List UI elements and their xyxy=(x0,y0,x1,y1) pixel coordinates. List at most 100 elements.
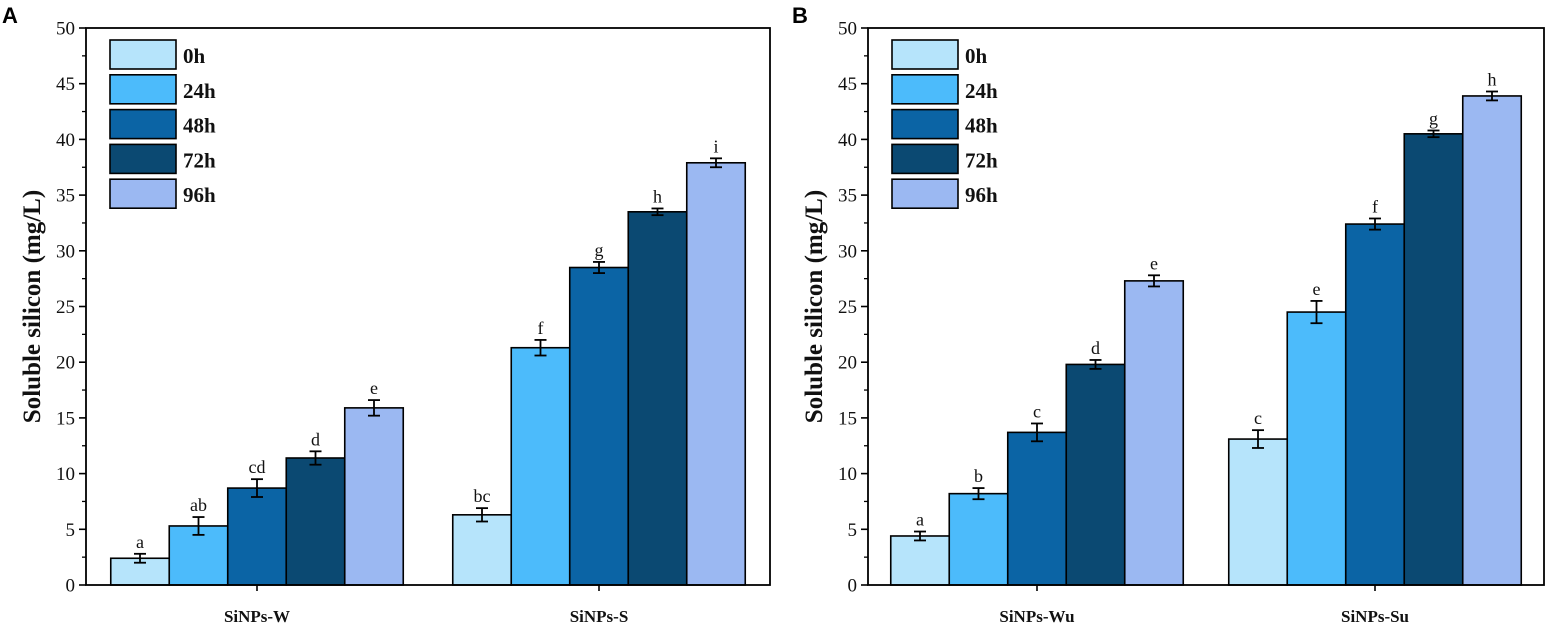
significance-letter: ab xyxy=(190,495,207,515)
legend-label: 24h xyxy=(183,79,216,103)
error-bar xyxy=(134,552,146,564)
legend-swatch xyxy=(891,39,959,70)
bar xyxy=(226,487,288,586)
error-bar xyxy=(534,339,547,357)
error-bar xyxy=(192,516,205,536)
legend-label: 24h xyxy=(965,79,998,103)
legend-swatch xyxy=(109,143,177,175)
significance-letter: g xyxy=(1429,108,1438,128)
y-tick-label: 10 xyxy=(56,464,75,485)
legend-swatch xyxy=(891,74,959,105)
legend: 0h 24h 48h 72h 96h xyxy=(109,39,216,209)
significance-letter: e xyxy=(370,378,378,398)
y-tick-label: 40 xyxy=(56,130,75,151)
y-tick-label: 50 xyxy=(56,19,75,40)
legend-swatch xyxy=(109,108,177,140)
significance-letter: e xyxy=(1150,253,1158,273)
significance-letter: c xyxy=(1033,401,1041,421)
error-bar xyxy=(1486,90,1498,102)
error-bar xyxy=(1427,129,1440,139)
bar xyxy=(1006,431,1068,586)
y-tick-label: 45 xyxy=(838,74,857,95)
x-tick-label: SiNPs-Wu xyxy=(999,607,1074,626)
error-bar xyxy=(1089,359,1102,370)
y-tick-label: 25 xyxy=(838,297,857,318)
y-tick-label: 20 xyxy=(838,353,857,374)
y-tick-label: 5 xyxy=(848,520,858,541)
error-bar xyxy=(309,450,322,466)
error-bar xyxy=(251,478,263,498)
bar xyxy=(627,211,688,586)
legend-swatch xyxy=(891,108,959,140)
significance-letter: a xyxy=(916,510,924,530)
bar xyxy=(1286,311,1347,586)
significance-letter: bc xyxy=(474,486,491,506)
error-bar xyxy=(476,507,488,523)
error-bar xyxy=(1031,422,1043,443)
significance-letter: d xyxy=(311,429,320,449)
plot-frame xyxy=(867,27,1545,586)
plot-frame xyxy=(85,27,771,586)
error-bar xyxy=(972,487,985,501)
significance-letter: a xyxy=(136,532,144,552)
y-tick-label: 45 xyxy=(56,74,75,95)
legend-label: 96h xyxy=(965,183,998,207)
legend-label: 72h xyxy=(965,148,998,172)
bar xyxy=(1227,438,1289,586)
legend-swatch xyxy=(109,39,177,70)
legend-label: 48h xyxy=(183,114,216,138)
y-tick-label: 15 xyxy=(838,408,857,429)
error-bar xyxy=(1369,217,1381,231)
significance-letter: cd xyxy=(249,457,266,477)
significance-letter: b xyxy=(974,466,983,486)
y-tick-label: 15 xyxy=(56,408,75,429)
significance-letter: c xyxy=(1254,408,1262,428)
legend-label: 48h xyxy=(965,114,998,138)
bar xyxy=(510,346,571,586)
y-tick-label: 10 xyxy=(838,464,857,485)
legend-label: 0h xyxy=(183,44,206,68)
x-tick-label: SiNPs-W xyxy=(224,607,290,626)
bar xyxy=(1065,363,1126,586)
legend: 0h 24h 48h 72h 96h xyxy=(891,39,998,209)
error-bar xyxy=(710,157,722,169)
bar xyxy=(1344,223,1406,586)
bar xyxy=(285,457,346,586)
legend-label: 96h xyxy=(183,183,216,207)
bar xyxy=(1461,95,1523,586)
error-bar xyxy=(1252,429,1264,449)
y-tick-label: 30 xyxy=(838,241,857,262)
bar xyxy=(948,492,1009,586)
bar xyxy=(1123,280,1185,586)
chart-panel-a: A Soluble silicon (mg/L) a ab cd d e SiNPs-W bc f… xyxy=(2,3,771,626)
y-tick-label: 5 xyxy=(66,520,76,541)
error-bar xyxy=(651,207,664,217)
chart-panel-b: B Soluble silicon (mg/L) a b c d e SiNPs-Wu c e f g… xyxy=(792,3,1545,626)
y-tick-label: 20 xyxy=(56,353,75,374)
legend-swatch xyxy=(109,178,177,209)
error-bar xyxy=(593,261,605,274)
bar xyxy=(343,407,405,586)
bar xyxy=(568,266,630,586)
y-tick-label: 30 xyxy=(56,241,75,262)
y-tick-label: 35 xyxy=(56,186,75,207)
significance-letter: g xyxy=(595,240,604,260)
y-tick-label: 0 xyxy=(66,576,76,597)
error-bar xyxy=(368,399,380,417)
legend-swatch xyxy=(109,74,177,105)
legend-label: 0h xyxy=(965,44,988,68)
legend-swatch xyxy=(891,178,959,209)
error-bar xyxy=(1310,300,1323,325)
x-tick-label: SiNPs-Su xyxy=(1341,607,1409,626)
panel-letter: A xyxy=(2,3,18,28)
legend-label: 72h xyxy=(183,148,216,172)
significance-letter: h xyxy=(653,186,662,206)
bar xyxy=(889,535,951,586)
significance-letter: h xyxy=(1488,69,1497,89)
error-bar xyxy=(1148,274,1160,288)
x-tick-label: SiNPs-S xyxy=(570,607,629,626)
significance-letter: f xyxy=(1372,196,1378,216)
significance-letter: f xyxy=(538,318,544,338)
panel-letter: B xyxy=(792,3,808,28)
